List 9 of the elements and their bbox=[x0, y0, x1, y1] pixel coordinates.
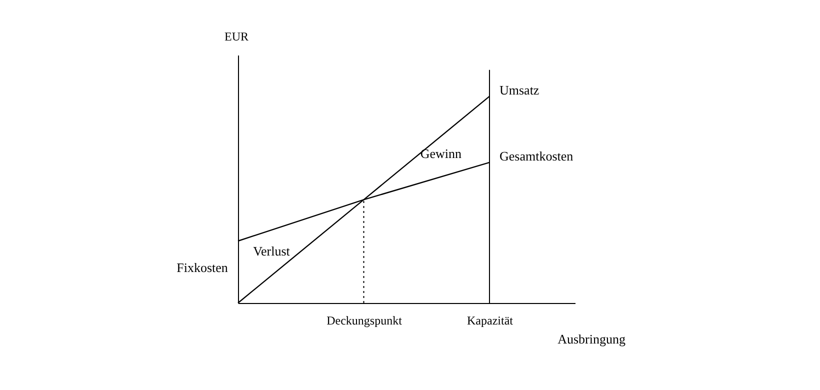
x-tick-label: Deckungspunkt bbox=[326, 314, 403, 328]
annotation: Gewinn bbox=[420, 146, 462, 162]
x-axis-title: Ausbringung bbox=[558, 332, 626, 346]
annotation: Verlust bbox=[253, 243, 290, 258]
x-tick-label: Kapazität bbox=[467, 314, 514, 328]
series-label: Umsatz bbox=[499, 82, 540, 98]
y-axis-title: EUR bbox=[224, 30, 248, 44]
text: Fixkosten bbox=[176, 260, 228, 275]
series-label: Gesamtkosten bbox=[499, 148, 574, 164]
